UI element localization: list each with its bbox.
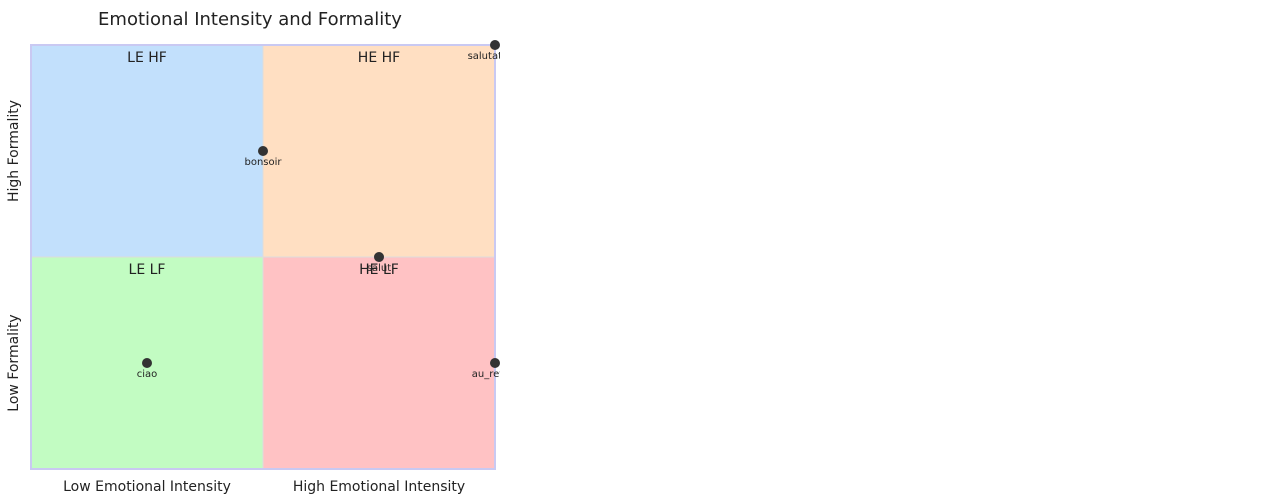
data-point-label-au-revoir: au_revoir bbox=[472, 369, 519, 380]
data-point-label-salutations: salutations bbox=[468, 51, 523, 62]
x-axis-high-label: High Emotional Intensity bbox=[293, 479, 465, 495]
plot-border bbox=[30, 44, 496, 470]
data-point-bonsoir[interactable] bbox=[258, 146, 268, 156]
y-axis-low-label: Low Formality bbox=[6, 314, 22, 411]
data-point-au-revoir[interactable] bbox=[490, 358, 500, 368]
y-axis-high-label: High Formality bbox=[6, 100, 22, 202]
quadrant-label-he-lf: HE LF bbox=[359, 262, 399, 278]
quadrant-label-le-lf: LE LF bbox=[129, 262, 166, 278]
quadrant-he-lf bbox=[262, 256, 496, 470]
data-point-salut[interactable] bbox=[374, 252, 384, 262]
data-point-salutations[interactable] bbox=[490, 40, 500, 50]
data-point-label-ciao: ciao bbox=[137, 369, 158, 380]
quadrant-label-le-hf: LE HF bbox=[127, 50, 167, 66]
chart-title: Emotional Intensity and Formality bbox=[98, 9, 402, 30]
x-axis-low-label: Low Emotional Intensity bbox=[63, 479, 231, 495]
data-point-label-bonsoir: bonsoir bbox=[244, 157, 282, 168]
quadrant-label-he-hf: HE HF bbox=[358, 50, 400, 66]
data-point-label-salut: salut bbox=[367, 263, 391, 274]
quadrant-le-hf bbox=[30, 44, 264, 258]
data-point-ciao[interactable] bbox=[142, 358, 152, 368]
quadrant-he-hf bbox=[262, 44, 496, 258]
